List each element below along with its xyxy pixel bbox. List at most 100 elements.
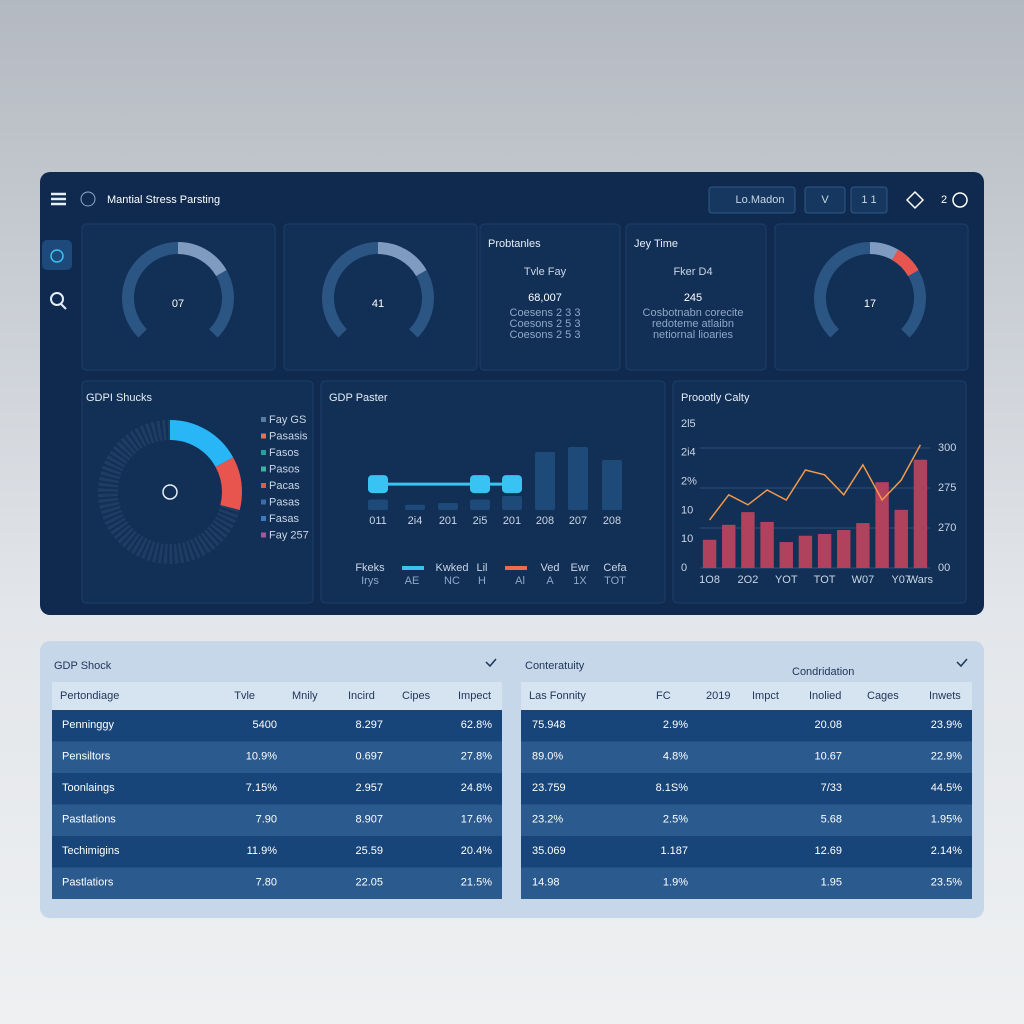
table-cell: 23.759: [532, 782, 566, 794]
table-cell: 7.90: [256, 813, 277, 825]
legend-label: Fkeks: [355, 562, 385, 574]
column-header: Incird: [348, 690, 375, 702]
legend-swatch: [261, 433, 266, 439]
header-button[interactable]: [804, 186, 846, 214]
highlight-point: [470, 475, 490, 494]
card-title: GDP Paster: [329, 392, 388, 404]
column-header: Pertondiage: [60, 690, 119, 702]
legend-label: Cefa: [603, 562, 627, 574]
stat-line: Coesons 2 5 3: [510, 318, 581, 330]
table-cell: 2.9%: [663, 719, 688, 731]
clock-icon[interactable]: [952, 192, 968, 208]
legend-sublabel: AE: [405, 575, 420, 587]
line: [708, 444, 922, 521]
check-icon[interactable]: [956, 658, 968, 668]
bar: [817, 534, 832, 568]
x-tick-label: 2i5: [473, 515, 488, 527]
x-tick-label: 201: [439, 515, 457, 527]
bar: [470, 499, 490, 510]
table-row[interactable]: [521, 710, 972, 742]
table-row[interactable]: [52, 710, 502, 742]
bar: [502, 496, 522, 510]
bar: [798, 535, 813, 568]
table-row[interactable]: [521, 867, 972, 900]
stat-value: 68,007: [528, 292, 562, 304]
table-cell: Penninggy: [62, 719, 114, 731]
legend-swatch: [261, 499, 266, 505]
table-cell: Pastlations: [62, 813, 116, 825]
table-title: GDP Shock: [54, 660, 112, 672]
table-cell: Pastlatiors: [62, 876, 114, 888]
card: [81, 223, 276, 371]
header-button[interactable]: [850, 186, 888, 214]
table-cell: 23.5%: [931, 876, 962, 888]
bar: [702, 539, 717, 568]
legend-sublabel: NC: [444, 575, 460, 587]
table-row[interactable]: [521, 741, 972, 774]
bar: [760, 521, 774, 568]
card: [774, 223, 969, 371]
check-icon[interactable]: [485, 658, 497, 668]
column-header: Las Fonnity: [529, 690, 586, 702]
power-button[interactable]: [42, 240, 72, 270]
x-tick-label: 2O2: [738, 574, 759, 586]
table-cell: 7.15%: [246, 782, 277, 794]
bar: [568, 447, 588, 510]
highlight-point: [502, 475, 522, 494]
power-icon: [50, 249, 64, 263]
legend-label: Fay GS: [269, 414, 306, 426]
legend-sublabel: TOT: [604, 575, 626, 587]
header-button[interactable]: [708, 186, 796, 214]
table-row[interactable]: [52, 867, 502, 900]
diamond-icon[interactable]: [905, 190, 925, 210]
legend-label: Kwked: [435, 562, 468, 574]
table-cell: 22.9%: [931, 750, 962, 762]
table-cell: 62.8%: [461, 719, 492, 731]
y2-tick-label: 300: [938, 442, 956, 454]
table-row[interactable]: [52, 773, 502, 805]
legend-label: Ewr: [571, 562, 590, 574]
gauge-alert: [891, 249, 919, 277]
table-row[interactable]: [52, 804, 502, 837]
legend-label: Fay 257: [269, 529, 309, 541]
badge[interactable]: 2: [941, 194, 947, 206]
y-tick-label: 2l5: [681, 418, 696, 430]
table-cell: 2.957: [355, 782, 383, 794]
table-cell: 1.95: [821, 876, 842, 888]
y-tick-label: 0: [681, 562, 687, 574]
y2-tick-label: 270: [938, 522, 956, 534]
table-row[interactable]: [521, 804, 972, 837]
table-cell: 1.95%: [931, 813, 962, 825]
legend-sublabel: A: [546, 575, 554, 587]
x-tick-label: 208: [603, 515, 621, 527]
y-tick-label: 2i4: [681, 447, 696, 459]
table-cell: Techimigins: [62, 845, 120, 857]
table-row[interactable]: [52, 836, 502, 868]
table-cell: 20.4%: [461, 845, 492, 857]
column-header: Mnily: [292, 690, 318, 702]
table-cell: 8.297: [355, 719, 383, 731]
legend-label: Fasas: [269, 513, 299, 525]
stat-line: Cosbotnabn corecite: [643, 307, 744, 319]
legend-sublabel: 1X: [573, 575, 587, 587]
stat-line: netiornal lioaries: [653, 329, 734, 341]
gauge-value: 41: [372, 298, 384, 310]
table-row[interactable]: [52, 741, 502, 774]
table-cell: 27.8%: [461, 750, 492, 762]
table-cell: 1.187: [660, 845, 688, 857]
header-button-label: 1 1: [861, 194, 876, 206]
column-header: Cages: [867, 690, 899, 702]
bar: [894, 509, 908, 568]
search-icon[interactable]: [50, 292, 67, 310]
column-header: 2019: [706, 690, 730, 702]
donut-segment: [98, 420, 242, 564]
menu-icon[interactable]: [51, 192, 66, 206]
table-row[interactable]: [521, 836, 972, 868]
table-cell: 20.08: [814, 719, 842, 731]
column-header: FC: [656, 690, 671, 702]
legend-label: Pacas: [269, 480, 300, 492]
bar: [602, 459, 622, 510]
table-cell: 24.8%: [461, 782, 492, 794]
donut-segment: [98, 420, 242, 564]
table-row[interactable]: [521, 773, 972, 805]
